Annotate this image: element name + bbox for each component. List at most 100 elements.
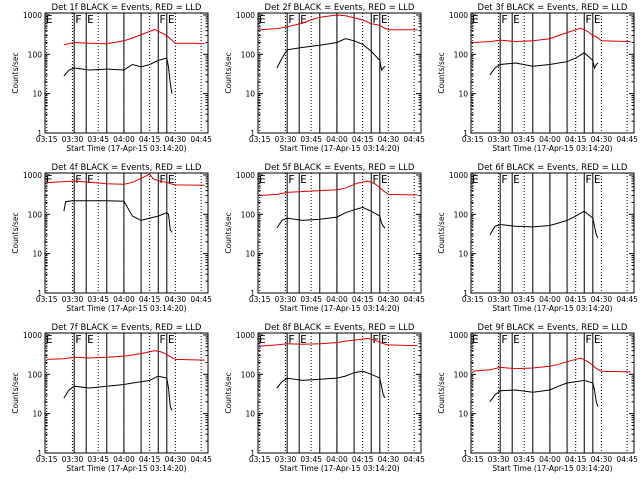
- x-axis-label: Start Time (17-Apr-15 03:14:20): [279, 144, 399, 153]
- y-tick-label: 10: [458, 410, 468, 419]
- x-tick-label: 04:15: [139, 455, 161, 464]
- y-tick-label: 100: [241, 210, 256, 219]
- x-tick-label: 03:45: [300, 455, 322, 464]
- x-tick-label: 03:15: [36, 455, 58, 464]
- x-tick-label: 03:15: [36, 295, 58, 304]
- event-label: F: [75, 13, 82, 26]
- x-tick-label: 04:45: [616, 295, 638, 304]
- event-label: F: [372, 333, 379, 346]
- series-line-lld: [46, 173, 205, 186]
- chart-title: Det 2f BLACK = Events, RED = LLD: [265, 3, 415, 13]
- x-tick-label: 03:30: [62, 295, 84, 304]
- plot-frame: [257, 332, 422, 454]
- y-axis-label: Counts/sec: [11, 372, 20, 413]
- x-tick-label: 04:00: [539, 135, 561, 144]
- x-tick-label: 03:15: [249, 135, 271, 144]
- x-tick-label: 04:00: [113, 135, 135, 144]
- x-tick-label: 03:30: [275, 135, 297, 144]
- x-tick-label: 04:30: [591, 135, 613, 144]
- event-label: F: [159, 173, 166, 186]
- x-tick-label: 04:15: [565, 135, 587, 144]
- chart-panel-2: Det 2f BLACK = Events, RED = LLD 03:15 03:…: [224, 3, 425, 153]
- event-label: E: [594, 333, 601, 346]
- x-tick-label: 03:15: [249, 455, 271, 464]
- y-axis-label: Counts/sec: [224, 372, 233, 413]
- event-label: E: [472, 333, 479, 346]
- event-label: E: [472, 173, 479, 186]
- plot-frame: [470, 172, 635, 294]
- x-tick-label: 03:15: [462, 455, 484, 464]
- event-label: E: [46, 173, 53, 186]
- x-tick-label: 03:30: [488, 135, 510, 144]
- y-tick-label: 1000: [449, 331, 468, 340]
- event-label: F: [585, 13, 592, 26]
- event-label: E: [46, 333, 53, 346]
- y-axis-label: Counts/sec: [437, 372, 446, 413]
- event-label: E: [168, 333, 175, 346]
- y-tick-label: 1000: [236, 11, 255, 20]
- plot-frame: [470, 332, 635, 454]
- y-tick-label: 1000: [23, 171, 42, 180]
- y-tick-label: 1: [250, 129, 255, 138]
- event-label: F: [159, 13, 166, 26]
- chart-title: Det 9f BLACK = Events, RED = LLD: [478, 323, 628, 333]
- y-tick-label: 100: [454, 370, 469, 379]
- series-line-events: [63, 57, 173, 94]
- event-label: E: [594, 173, 601, 186]
- event-label: F: [75, 173, 82, 186]
- y-axis-label: Counts/sec: [11, 212, 20, 253]
- chart-title: Det 7f BLACK = Events, RED = LLD: [52, 323, 202, 333]
- y-axis-label: Counts/sec: [11, 52, 20, 93]
- chart-panel-5: Det 5f BLACK = Events, RED = LLD 03:15 03:…: [224, 163, 425, 313]
- y-tick-label: 1: [250, 449, 255, 458]
- x-tick-label: 04:00: [113, 295, 135, 304]
- y-axis-label: Counts/sec: [437, 52, 446, 93]
- y-tick-label: 1: [463, 289, 468, 298]
- event-label: F: [585, 333, 592, 346]
- event-label: E: [168, 173, 175, 186]
- series-line-events: [63, 375, 173, 411]
- event-label: E: [46, 13, 53, 26]
- x-axis-label: Start Time (17-Apr-15 03:14:20): [66, 144, 186, 153]
- x-tick-label: 04:30: [165, 135, 187, 144]
- chart-title: Det 3f BLACK = Events, RED = LLD: [478, 3, 628, 13]
- plot-frame: [470, 12, 635, 134]
- x-tick-label: 04:45: [403, 135, 425, 144]
- x-axis-label: Start Time (17-Apr-15 03:14:20): [66, 304, 186, 313]
- event-label: E: [87, 333, 94, 346]
- chart-panel-4: Det 4f BLACK = Events, RED = LLD 03:15 03:…: [11, 163, 212, 313]
- y-tick-label: 1000: [236, 331, 255, 340]
- chart-title: Det 6f BLACK = Events, RED = LLD: [478, 163, 628, 173]
- chart-panel-6: Det 6f BLACK = Events, RED = LLD 03:15 03:…: [437, 163, 638, 313]
- x-tick-label: 03:15: [36, 135, 58, 144]
- event-label: E: [300, 13, 307, 26]
- event-label: F: [501, 13, 508, 26]
- event-label: E: [259, 333, 266, 346]
- event-label: E: [168, 13, 175, 26]
- x-tick-label: 03:45: [87, 455, 109, 464]
- x-axis-label: Start Time (17-Apr-15 03:14:20): [279, 464, 399, 473]
- y-tick-label: 1: [37, 449, 42, 458]
- chart-title: Det 8f BLACK = Events, RED = LLD: [265, 323, 415, 333]
- plot-frame: [44, 12, 209, 134]
- series-line-lld: [472, 27, 631, 43]
- event-label: F: [501, 173, 508, 186]
- x-tick-label: 04:45: [616, 135, 638, 144]
- y-tick-label: 100: [241, 50, 256, 59]
- x-tick-label: 04:15: [352, 455, 374, 464]
- y-tick-label: 10: [245, 90, 255, 99]
- x-tick-label: 04:00: [326, 455, 348, 464]
- x-tick-label: 03:45: [300, 135, 322, 144]
- event-label: E: [259, 13, 266, 26]
- y-tick-label: 100: [241, 370, 256, 379]
- x-tick-label: 04:45: [403, 455, 425, 464]
- y-tick-label: 10: [458, 250, 468, 259]
- x-tick-label: 03:30: [275, 295, 297, 304]
- x-tick-label: 04:45: [616, 455, 638, 464]
- series-line-events: [489, 379, 599, 407]
- chart-title: Det 1f BLACK = Events, RED = LLD: [52, 3, 202, 13]
- event-label: E: [381, 13, 388, 26]
- x-tick-label: 04:15: [565, 455, 587, 464]
- event-label: E: [381, 173, 388, 186]
- x-tick-label: 04:45: [403, 295, 425, 304]
